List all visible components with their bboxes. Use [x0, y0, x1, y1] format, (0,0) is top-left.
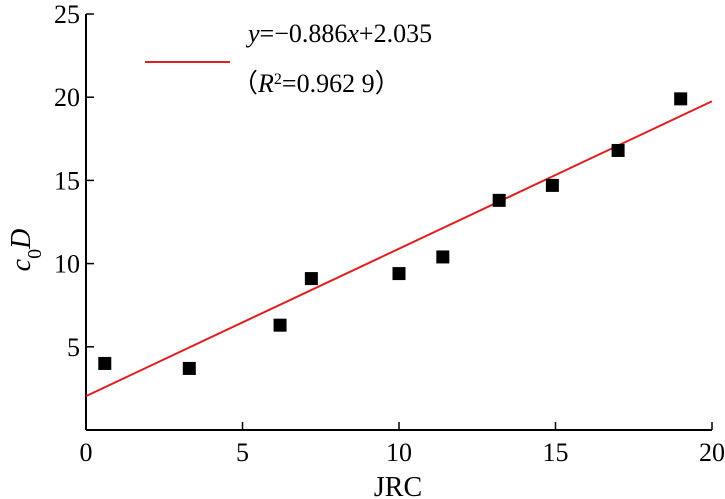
y-axis-title-tail: D [6, 229, 37, 250]
x-tick-label: 15 [543, 438, 569, 467]
data-point [436, 250, 450, 264]
y-tick-label: 10 [54, 250, 80, 279]
data-point [674, 92, 688, 106]
y-tick-label: 15 [54, 166, 80, 195]
eq2-value: =0.962 9） [282, 69, 401, 98]
data-point [273, 318, 287, 332]
eq-intercept: +2.035 [359, 19, 432, 48]
data-points [98, 92, 688, 375]
x-tick-label: 5 [236, 438, 249, 467]
eq2-r: R [257, 69, 274, 98]
x-tick-label: 0 [80, 438, 93, 467]
eq-y: y [245, 19, 260, 48]
data-point [611, 143, 625, 157]
data-point [545, 178, 559, 192]
data-point [492, 193, 506, 207]
legend-equation-line2: （R2=0.962 9） [232, 69, 401, 98]
y-axis-title: c0D [6, 229, 46, 272]
x-tick-label: 20 [699, 438, 725, 467]
eq-slope: =−0.886 [260, 19, 348, 48]
legend-equation-line1: y=−0.886x+2.035 [245, 19, 432, 48]
y-tick-labels: 5 10 15 20 25 [54, 0, 80, 362]
data-point [182, 361, 196, 375]
data-point [304, 272, 318, 286]
tick-marks [85, 13, 713, 430]
y-axis-title-main: c [6, 258, 37, 271]
data-point [98, 356, 112, 370]
y-tick-label: 25 [54, 0, 80, 29]
x-tick-label: 10 [386, 438, 412, 467]
eq2-open: （ [232, 69, 258, 98]
y-tick-label: 5 [67, 333, 80, 362]
data-point [392, 267, 406, 281]
fit-line [85, 100, 713, 398]
eq-x: x [346, 19, 359, 48]
x-axis-title: JRC [374, 472, 422, 499]
y-axis-title-sub: 0 [24, 249, 46, 259]
eq2-sup: 2 [274, 71, 282, 88]
y-tick-label: 20 [54, 83, 80, 112]
x-tick-labels: 0 5 10 15 20 [80, 438, 725, 467]
